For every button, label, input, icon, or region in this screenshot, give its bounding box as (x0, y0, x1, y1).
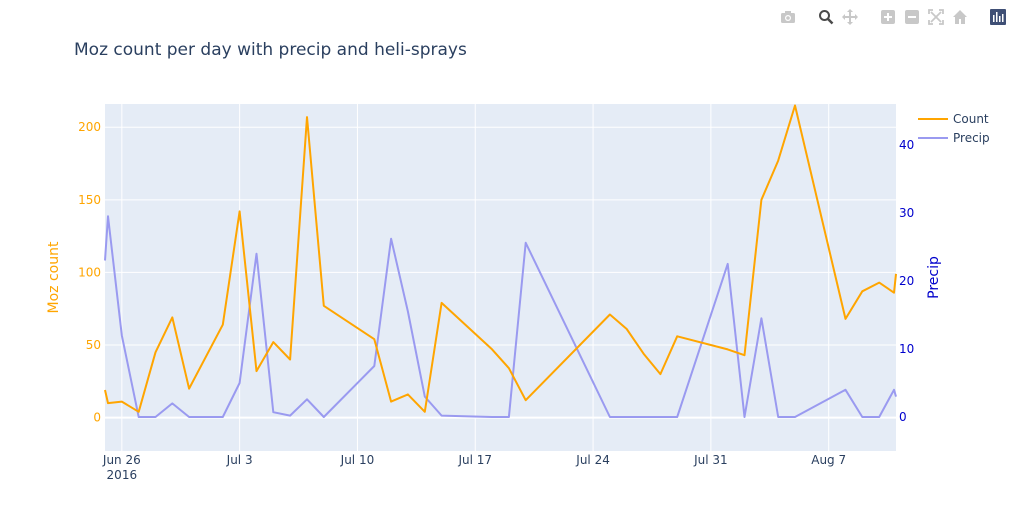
pan-icon[interactable] (841, 8, 859, 26)
home-icon[interactable] (951, 8, 969, 26)
zoom-icon[interactable] (817, 8, 835, 26)
x-tick-label: Jul 31 (693, 453, 728, 467)
y-left-tick-label: 0 (93, 411, 101, 425)
x-tick-label: Jun 26 (102, 453, 141, 467)
y-right-tick-label: 20 (899, 274, 914, 288)
zoom-out-icon[interactable] (903, 8, 921, 26)
x-tick-label: Aug 7 (811, 453, 846, 467)
autoscale-icon[interactable] (927, 8, 945, 26)
y-left-tick-label: 50 (86, 338, 101, 352)
y-right-tick-label: 10 (899, 342, 914, 356)
series-line-count (104, 104, 897, 413)
x-tick-label: Jul 17 (457, 453, 492, 467)
y-left-tick-label: 200 (78, 120, 101, 134)
y-left-axis-title: Moz count (46, 241, 62, 313)
x-tick-label: Jul 24 (575, 453, 610, 467)
x-tick-label: Jul 3 (226, 453, 253, 467)
zoom-in-icon[interactable] (879, 8, 897, 26)
y-right-tick-labels: 0 10 20 30 40 (899, 138, 914, 424)
y-left-tick-label: 100 (78, 265, 101, 279)
y-right-tick-label: 30 (899, 206, 914, 220)
camera-icon[interactable] (779, 8, 797, 26)
x-gridlines (121, 104, 830, 451)
series-lines (104, 104, 897, 418)
y-right-tick-label: 0 (899, 410, 907, 424)
y-right-tick-label: 40 (899, 138, 914, 152)
x-tick-year-label: 2016 (107, 468, 138, 482)
modebar (779, 8, 1007, 26)
y-right-axis-title: Precip (926, 256, 942, 299)
series-line-precip (104, 215, 897, 418)
legend-label[interactable]: Precip (953, 131, 990, 145)
y-left-tick-label: 150 (78, 193, 101, 207)
x-tick-label: Jul 10 (340, 453, 375, 467)
y-left-tick-labels: 0 50 100 150 200 (78, 120, 101, 424)
chart-title: Moz count per day with precip and heli-s… (74, 40, 467, 60)
plotly-logo-icon[interactable] (989, 8, 1007, 26)
legend: Count Precip (918, 112, 990, 145)
plot-background (105, 104, 896, 451)
legend-label[interactable]: Count (953, 112, 989, 126)
